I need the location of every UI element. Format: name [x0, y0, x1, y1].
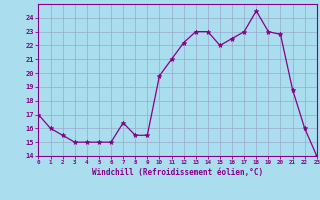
X-axis label: Windchill (Refroidissement éolien,°C): Windchill (Refroidissement éolien,°C) — [92, 168, 263, 177]
